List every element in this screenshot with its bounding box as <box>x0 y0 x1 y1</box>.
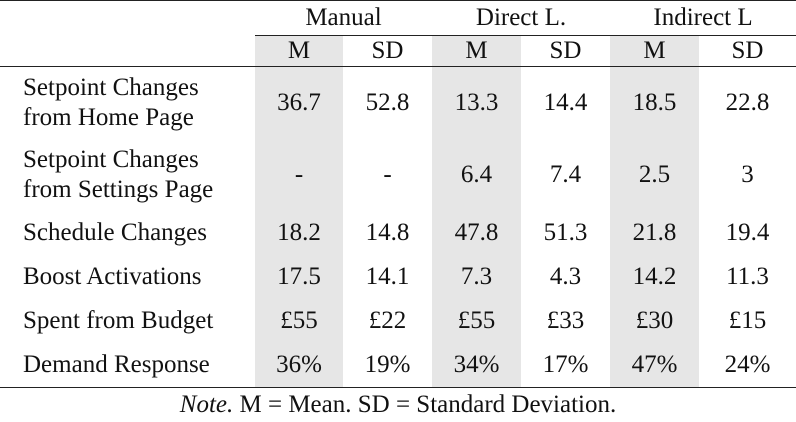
group-header-direct: Direct L. <box>432 1 610 36</box>
subheader-sd: SD <box>521 36 610 67</box>
cell-value: £55 <box>255 299 343 343</box>
table-row: Boost Activations 17.5 14.1 7.3 4.3 14.2… <box>0 255 796 299</box>
cell-value: 11.3 <box>699 255 796 299</box>
cell-value: 18.5 <box>610 67 699 140</box>
cell-value: 47.8 <box>432 211 521 255</box>
cell-value: 14.4 <box>521 67 610 140</box>
cell-value: 24% <box>699 343 796 388</box>
cell-value: 6.4 <box>432 139 521 211</box>
cell-value: £55 <box>432 299 521 343</box>
cell-value: £30 <box>610 299 699 343</box>
cell-value: 52.8 <box>343 67 432 140</box>
cell-value: 17.5 <box>255 255 343 299</box>
cell-value: - <box>343 139 432 211</box>
table-row: Demand Response 36% 19% 34% 17% 47% 24% <box>0 343 796 388</box>
cell-value: 3 <box>699 139 796 211</box>
subheader-mean: M <box>610 36 699 67</box>
cell-value: 14.8 <box>343 211 432 255</box>
table-row: Spent from Budget £55 £22 £55 £33 £30 £1… <box>0 299 796 343</box>
subheader-sd: SD <box>699 36 796 67</box>
group-header-indirect: Indirect L <box>610 1 796 36</box>
corner-cell-sub <box>0 36 255 67</box>
subheader-sd: SD <box>343 36 432 67</box>
cell-value: £15 <box>699 299 796 343</box>
cell-value: 17% <box>521 343 610 388</box>
cell-value: 21.8 <box>610 211 699 255</box>
subheader-mean: M <box>255 36 343 67</box>
subheader-mean: M <box>432 36 521 67</box>
cell-value: £22 <box>343 299 432 343</box>
cell-value: 36% <box>255 343 343 388</box>
cell-value: 4.3 <box>521 255 610 299</box>
cell-value: 14.1 <box>343 255 432 299</box>
subheader-row: M SD M SD M SD <box>0 36 796 67</box>
cell-value: 18.2 <box>255 211 343 255</box>
cell-value: £33 <box>521 299 610 343</box>
cell-value: 2.5 <box>610 139 699 211</box>
cell-value: 36.7 <box>255 67 343 140</box>
cell-value: 7.4 <box>521 139 610 211</box>
cell-value: - <box>255 139 343 211</box>
table-row: Schedule Changes 18.2 14.8 47.8 51.3 21.… <box>0 211 796 255</box>
row-label: Spent from Budget <box>0 299 255 343</box>
group-header-row: Manual Direct L. Indirect L <box>0 1 796 36</box>
row-label: Schedule Changes <box>0 211 255 255</box>
cell-value: 19.4 <box>699 211 796 255</box>
cell-value: 34% <box>432 343 521 388</box>
cell-value: 7.3 <box>432 255 521 299</box>
note-prefix: Note. <box>180 391 233 418</box>
table-note: Note. M = Mean. SD = Standard Deviation. <box>0 388 796 422</box>
note-row: Note. M = Mean. SD = Standard Deviation. <box>0 388 796 422</box>
row-label: Demand Response <box>0 343 255 388</box>
cell-value: 51.3 <box>521 211 610 255</box>
cell-value: 47% <box>610 343 699 388</box>
group-header-manual: Manual <box>255 1 432 36</box>
corner-cell <box>0 1 255 36</box>
cell-value: 22.8 <box>699 67 796 140</box>
cell-value: 19% <box>343 343 432 388</box>
row-label: Boost Activations <box>0 255 255 299</box>
cell-value: 13.3 <box>432 67 521 140</box>
cell-value: 14.2 <box>610 255 699 299</box>
note-text: M = Mean. SD = Standard Deviation. <box>233 391 616 418</box>
